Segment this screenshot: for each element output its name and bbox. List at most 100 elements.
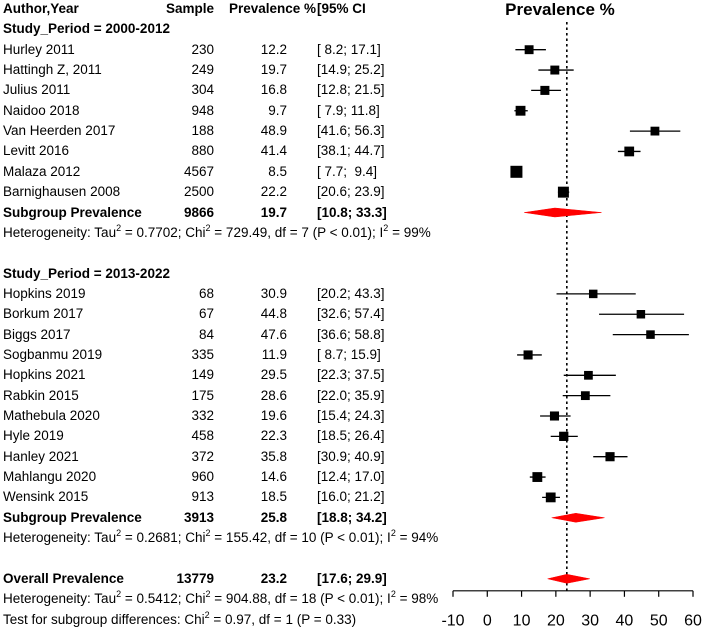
- study-name: Hopkins 2021: [3, 367, 86, 383]
- study-box: [510, 165, 523, 178]
- study-ci: [32.6; 57.4]: [317, 306, 385, 322]
- superscript-2: 2: [205, 528, 211, 539]
- column-header-sample: Sample: [165, 1, 214, 16]
- study-box: [636, 310, 646, 319]
- study-name: Hanley 2021: [3, 448, 79, 464]
- heterogeneity-part: Test for subgroup differences: Chi: [3, 611, 205, 627]
- study-ci: [22.0; 35.9]: [317, 387, 385, 403]
- study-prevalence: 41.4: [260, 143, 287, 159]
- study-ci: [20.6; 23.9]: [317, 184, 385, 200]
- study-name: Hurley 2011: [3, 41, 75, 57]
- study-box: [580, 391, 590, 401]
- study-prevalence: 16.8: [260, 82, 287, 98]
- x-tick-label: -10: [441, 613, 464, 630]
- study-ci: [15.4; 24.3]: [317, 408, 385, 423]
- study-ci: [12.8; 21.5]: [317, 82, 385, 98]
- heterogeneity-part: Heterogeneity: Tau: [3, 224, 117, 240]
- study-sample: 249: [191, 62, 214, 78]
- study-name: Sogbanmu 2019: [3, 346, 103, 362]
- study-sample: 175: [191, 387, 214, 403]
- study-sample: 188: [191, 123, 214, 139]
- study-name: Levitt 2016: [3, 143, 70, 159]
- heterogeneity-part: = 0.97, df = 1 (P = 0.33): [209, 611, 357, 627]
- study-box: [524, 45, 534, 55]
- heterogeneity-part: = 0.5412; Chi: [121, 591, 206, 607]
- study-box: [515, 105, 526, 116]
- subgroup-sample: 3913: [183, 509, 214, 525]
- subgroup-diamond: [524, 207, 602, 218]
- study-box: [532, 472, 543, 482]
- study-sample: 2500: [183, 184, 214, 200]
- column-header-prevalence: Prevalence %: [228, 1, 316, 16]
- study-prevalence: 47.6: [260, 326, 287, 342]
- study-prevalence: 48.9: [260, 123, 287, 139]
- study-ci: [18.5; 26.4]: [317, 428, 385, 444]
- study-prevalence: 11.9: [261, 346, 287, 362]
- study-box: [557, 186, 569, 198]
- study-box: [650, 126, 660, 136]
- study-ci: [41.6; 56.3]: [317, 123, 385, 139]
- study-prevalence: 19.6: [260, 408, 287, 423]
- subgroup-label: Subgroup Prevalence: [3, 204, 142, 220]
- heterogeneity-part: = 904.88, df = 18 (P < 0.01); I: [210, 591, 391, 607]
- study-box: [624, 146, 635, 157]
- study-prevalence: 28.6: [260, 387, 287, 403]
- heterogeneity-part: = 0.2681; Chi: [121, 530, 206, 546]
- superscript-2: 2: [116, 222, 122, 233]
- subgroup-title: Study_Period = 2013-2022: [3, 265, 170, 281]
- study-box: [523, 350, 533, 360]
- study-prevalence: 35.8: [260, 448, 287, 464]
- study-box: [605, 452, 615, 462]
- study-name: Hyle 2019: [3, 428, 64, 444]
- overall-sample: 13779: [176, 570, 214, 586]
- heterogeneity-part: = 155.42, df = 10 (P < 0.01); I: [210, 530, 391, 546]
- study-ci: [ 7.9; 11.8]: [317, 102, 380, 118]
- study-prevalence: 22.3: [260, 428, 287, 444]
- study-sample: 68: [198, 285, 214, 301]
- study-sample: 372: [191, 448, 214, 464]
- heterogeneity-part: Heterogeneity: Tau: [3, 591, 117, 607]
- subgroup-test: Test for subgroup differences: Chi2 = 0.…: [3, 610, 356, 630]
- study-prevalence: 30.9: [260, 285, 287, 301]
- study-name: Julius 2011: [3, 82, 71, 98]
- overall-heterogeneity: Heterogeneity: Tau2 = 0.5412; Chi2 = 904…: [3, 589, 438, 609]
- study-box: [559, 431, 569, 441]
- superscript-2: 2: [116, 528, 122, 539]
- study-box: [588, 289, 598, 299]
- study-prevalence: 44.8: [260, 306, 287, 322]
- overall-label: Overall Prevalence: [3, 570, 124, 586]
- superscript-2: 2: [205, 222, 211, 233]
- study-name: Mathebula 2020: [3, 408, 100, 423]
- study-name: Malaza 2012: [3, 163, 81, 179]
- study-ci: [16.0; 21.2]: [317, 489, 385, 505]
- study-prevalence: 12.2: [260, 41, 287, 57]
- heterogeneity-part: = 729.49, df = 7 (P < 0.01); I: [210, 224, 384, 240]
- study-ci: [30.9; 40.9]: [317, 448, 385, 464]
- plot-title: Prevalence %: [505, 0, 615, 19]
- subgroup-prevalence: 25.8: [260, 509, 287, 525]
- study-name: Mahlangu 2020: [3, 469, 97, 485]
- study-box: [549, 411, 560, 421]
- heterogeneity-part: = 94%: [395, 530, 439, 546]
- study-box: [646, 330, 655, 339]
- overall-diamond: [547, 574, 590, 584]
- subgroup-label: Subgroup Prevalence: [3, 509, 142, 525]
- study-sample: 948: [191, 102, 214, 118]
- study-sample: 84: [198, 326, 214, 342]
- study-prevalence: 8.5: [268, 163, 287, 179]
- study-name: Rabkin 2015: [3, 387, 79, 403]
- heterogeneity-part: Heterogeneity: Tau: [3, 530, 117, 546]
- superscript-2: 2: [390, 528, 396, 539]
- heterogeneity-part: = 98%: [395, 591, 439, 607]
- study-prevalence: 19.7: [260, 62, 287, 78]
- study-prevalence: 22.2: [260, 184, 287, 200]
- study-box: [550, 65, 560, 75]
- study-prevalence: 18.5: [260, 489, 287, 505]
- study-sample: 67: [198, 306, 214, 322]
- study-ci: [ 7.7; 9.4]: [317, 163, 378, 179]
- subgroup-sample: 9866: [183, 204, 214, 220]
- superscript-2: 2: [390, 589, 396, 600]
- study-name: Borkum 2017: [3, 306, 84, 322]
- study-ci: [ 8.2; 17.1]: [317, 41, 381, 57]
- x-tick-label: 40: [616, 613, 634, 630]
